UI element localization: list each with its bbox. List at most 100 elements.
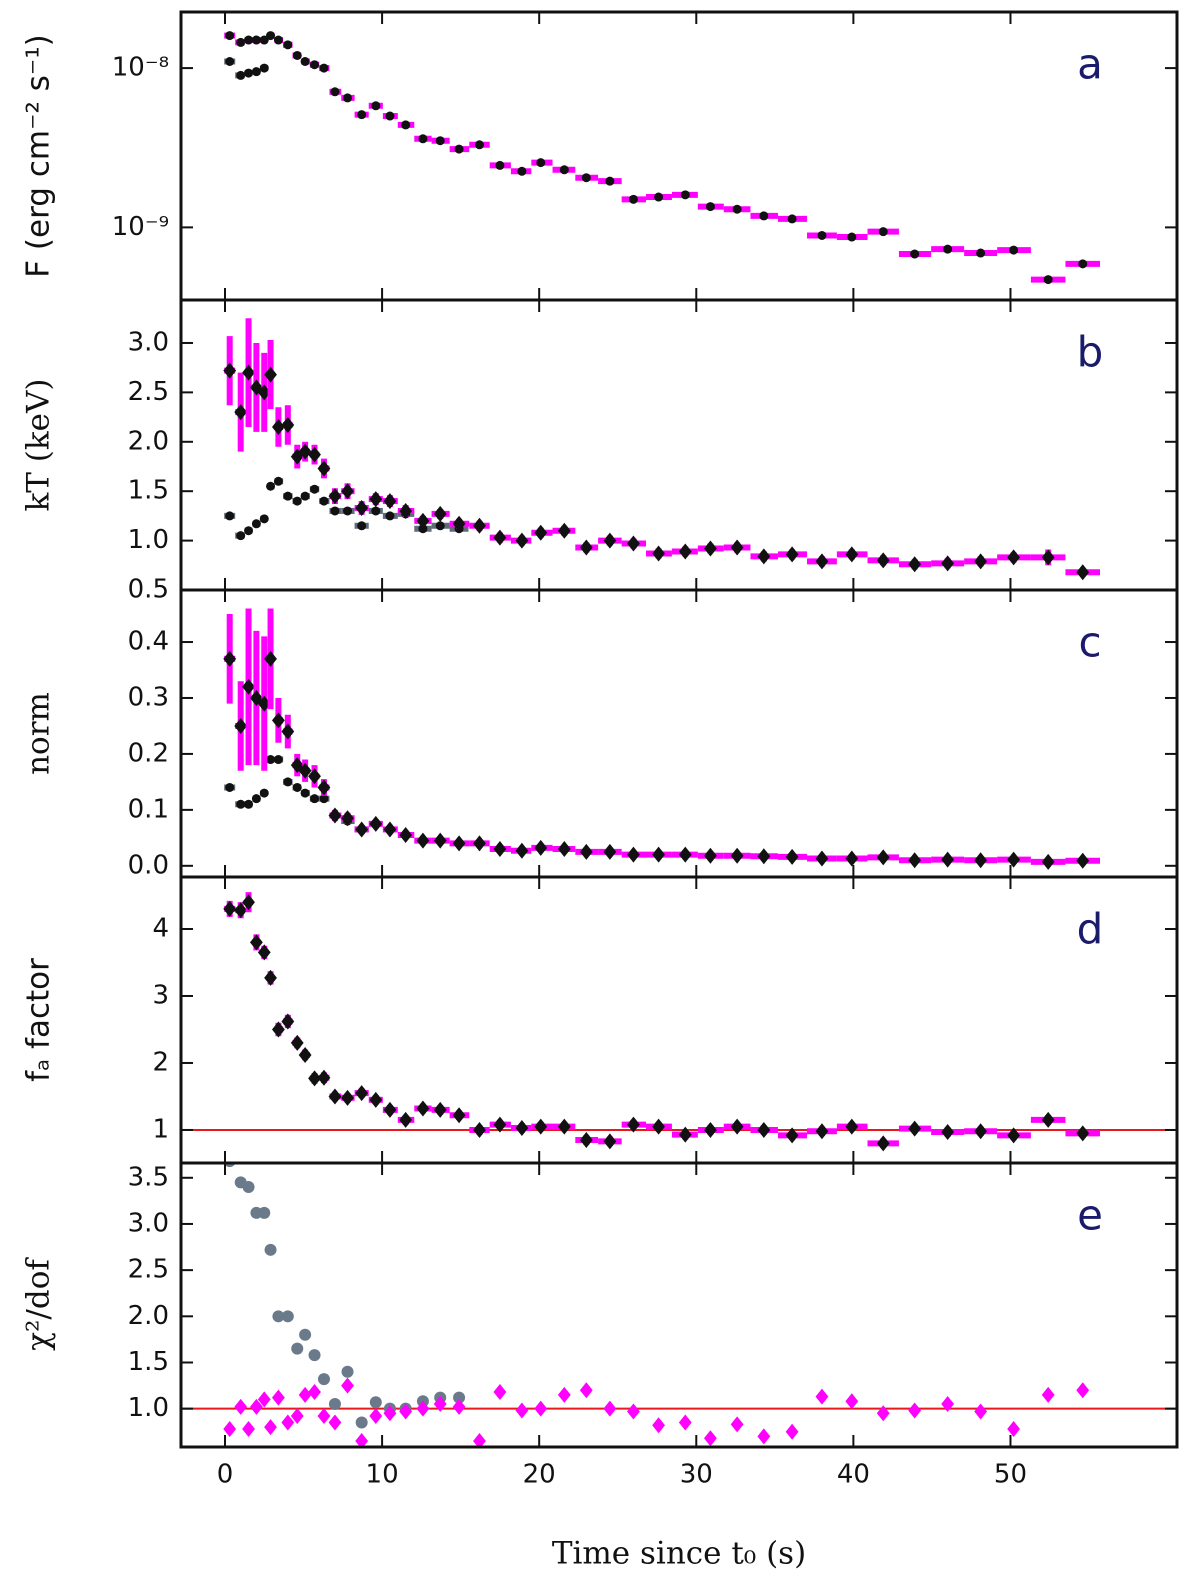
marker [815,850,829,867]
marker [557,1386,571,1403]
marker [281,1414,295,1431]
marker [257,1391,271,1408]
marker [452,515,466,532]
marker [845,850,859,867]
marker [1007,1127,1021,1144]
marker [652,1118,665,1135]
marker [383,493,397,510]
x-tick-label: 30 [680,1460,713,1490]
marker [452,1398,466,1415]
marker [355,499,369,516]
marker [244,68,254,78]
marker [251,67,261,77]
y-axis-label: fₐ factor [21,958,57,1082]
axes-frame [179,588,1179,879]
marker [355,1433,369,1447]
marker [281,1310,294,1323]
marker [225,782,235,792]
marker [272,1021,285,1038]
marker [908,852,922,869]
marker [787,214,797,224]
marker [272,418,285,435]
marker [534,524,548,541]
marker [341,1365,354,1378]
marker [845,1118,859,1135]
y-tick-label: 2.5 [128,1255,169,1285]
marker [974,1403,988,1420]
marker [845,1393,859,1410]
marker [371,506,381,516]
marker [941,851,955,868]
y-tick-label: 1.0 [128,1393,169,1423]
marker [515,1402,529,1419]
y-tick-label: 2.5 [128,377,169,407]
marker [266,481,276,491]
marker [264,366,277,383]
marker [1076,1382,1090,1399]
marker [908,1120,922,1137]
marker [603,532,617,549]
marker [225,511,235,521]
marker [1007,851,1021,868]
marker [730,847,744,864]
panel-letter: e [1077,1191,1103,1240]
marker [259,63,269,73]
marker [730,539,744,556]
marker [627,1116,640,1133]
marker [943,244,953,254]
marker [292,496,302,506]
marker [878,227,888,237]
marker [557,1118,571,1135]
marker [319,496,329,506]
marker [319,794,329,804]
marker [341,483,354,500]
marker [298,762,312,779]
marker [785,1423,799,1440]
marker [290,1408,304,1425]
marker [317,1373,330,1386]
marker [341,1089,354,1106]
marker [290,1034,304,1051]
marker [310,794,320,804]
marker [242,1420,255,1437]
marker [416,1400,430,1417]
marker [581,173,591,183]
marker [223,362,237,379]
marker [908,1402,922,1419]
marker [974,1123,988,1140]
marker [627,846,640,863]
y-tick-label: 10⁻⁸ [112,53,169,83]
y-tick-label: 1.0 [128,525,169,555]
marker [704,540,717,557]
marker [283,491,293,501]
marker [300,788,310,798]
marker [369,815,383,832]
marker [308,1070,321,1087]
marker [605,176,615,186]
panel: 10⁻⁸ 10⁻⁹ a F (erg cm⁻² s⁻¹) [21,10,1179,302]
marker [1076,852,1090,869]
marker [557,841,571,858]
axes-frame [179,10,1179,302]
marker [815,1388,829,1405]
panel-letter: c [1078,618,1101,667]
marker [264,650,277,667]
marker [272,1389,285,1406]
marker [257,695,271,712]
marker [845,546,859,563]
marker [298,443,312,460]
x-tick-label: 10 [366,1460,399,1490]
marker [236,70,246,80]
marker [534,839,548,856]
marker [1041,549,1055,566]
data [223,608,1101,870]
panel-letter: d [1077,905,1104,954]
marker [281,723,295,740]
marker [299,1328,312,1341]
marker [330,506,340,516]
marker [876,1405,890,1422]
marker [941,1123,955,1140]
marker [757,1121,771,1138]
marker [559,165,569,175]
marker [259,788,269,798]
